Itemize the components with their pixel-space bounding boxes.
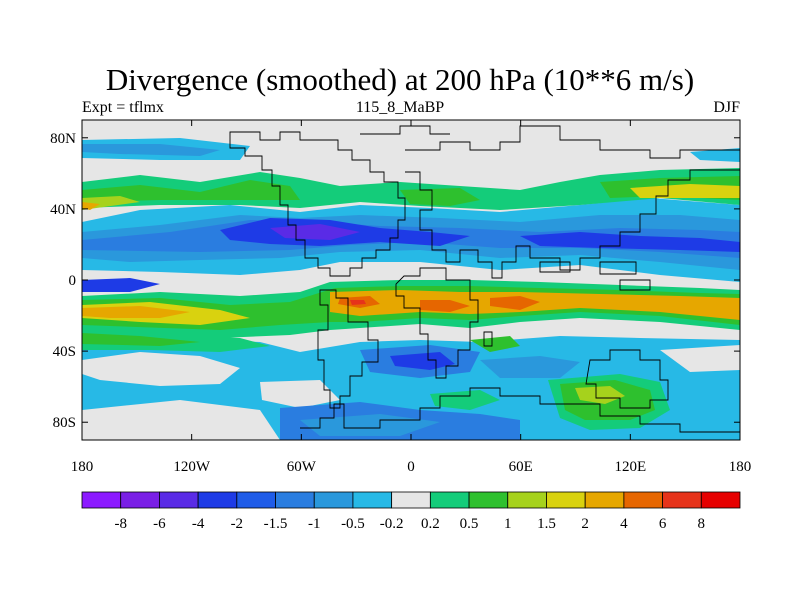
- divergence-region: [390, 352, 455, 370]
- colorbar-label: -0.2: [380, 516, 404, 532]
- colorbar-label: 1: [504, 516, 512, 532]
- divergence-region: [480, 356, 580, 378]
- divergence-region: [575, 386, 625, 404]
- colorbar-label: -8: [114, 516, 127, 532]
- y-tick-label: 40N: [50, 202, 76, 218]
- x-tick-label: 60E: [509, 459, 533, 475]
- x-tick-label: 180: [71, 459, 94, 475]
- x-tick-label: 120W: [173, 459, 211, 475]
- colorbar-label: 4: [620, 516, 628, 532]
- divergence-region: [82, 352, 240, 386]
- colorbar-label: 0.2: [421, 516, 440, 532]
- colorbar-label: 2: [581, 516, 589, 532]
- colorbar-swatch: [120, 491, 160, 509]
- divergence-region: [630, 184, 740, 198]
- colorbar-swatch: [159, 491, 199, 509]
- divergence-region: [690, 148, 740, 162]
- colorbar-label: -6: [153, 516, 166, 532]
- divergence-region: [470, 336, 520, 352]
- colorbar-swatch: [662, 491, 702, 509]
- divergence-region: [350, 300, 366, 305]
- coastline-south-america: [317, 289, 379, 409]
- colorbar-swatch: [546, 491, 586, 509]
- divergence-region: [82, 180, 300, 202]
- colorbar-swatch: [313, 491, 354, 509]
- divergence-region: [430, 390, 500, 410]
- divergence-region: [400, 188, 480, 206]
- divergence-region: [82, 202, 100, 210]
- colorbar-label: -4: [192, 516, 205, 532]
- colorbar-label: -1.5: [264, 516, 288, 532]
- x-tick-label: 0: [407, 459, 415, 475]
- colorbar-label: 8: [698, 516, 706, 532]
- map-plot-area: [82, 120, 740, 440]
- divergence-region: [270, 224, 360, 240]
- coastlines: [229, 125, 740, 433]
- y-tick-label: 40S: [53, 344, 76, 360]
- divergence-region: [660, 345, 740, 372]
- colorbar-swatch: [236, 491, 276, 509]
- divergence-region: [82, 333, 200, 346]
- divergence-region: [330, 290, 740, 320]
- colorbar-label: 6: [659, 516, 667, 532]
- experiment-label: Expt = tflmx: [82, 99, 164, 116]
- colorbar-swatch: [584, 491, 625, 509]
- divergence-region: [490, 296, 540, 310]
- divergence-region: [300, 414, 440, 436]
- coastline-madagascar: [483, 331, 493, 347]
- divergence-region: [260, 380, 340, 408]
- colorbar-swatch: [468, 491, 509, 509]
- divergence-fields: [82, 138, 740, 440]
- season-label: DJF: [713, 99, 740, 116]
- divergence-region: [82, 144, 220, 156]
- colorbar-label: 0.5: [460, 516, 479, 532]
- y-tick-label: 80S: [53, 415, 76, 431]
- coastline-north-america: [229, 131, 406, 277]
- y-tick-label: 0: [69, 273, 77, 289]
- coastline-australia: [585, 349, 669, 409]
- colorbar-swatch: [275, 491, 315, 509]
- colorbar-swatch: [391, 491, 431, 509]
- divergence-region: [420, 300, 470, 312]
- colorbar-label: -1: [308, 516, 321, 532]
- colorbar-swatch: [352, 491, 393, 509]
- colorbar-label: -0.5: [341, 516, 365, 532]
- colorbar-swatch: [197, 491, 238, 509]
- divergence-region: [82, 196, 140, 210]
- x-tick-label: 180: [729, 459, 752, 475]
- coastline-north-atlantic: [360, 125, 450, 135]
- coastline-antarctica: [300, 387, 740, 433]
- axis-ticks: 180 120W 60W 0 60E 120E 180 80N 40N 0 40S 80S: [50, 120, 751, 475]
- coastline-maritime: [539, 261, 651, 291]
- plot-title: Divergence (smoothed) at 200 hPa (10**6 …: [105, 62, 695, 97]
- colorbar-label: 1.5: [537, 516, 556, 532]
- divergence-region: [82, 400, 280, 440]
- divergence-region: [82, 306, 190, 318]
- colorbar-swatch: [700, 491, 741, 509]
- coastline-africa: [395, 267, 479, 379]
- divergence-region: [82, 278, 160, 292]
- colorbar: -8 -6 -4 -2 -1.5 -1 -0.5 -0.2 0.2 0.5 1 1.5 2 4 6 8: [81, 491, 741, 532]
- colorbar-swatch: [623, 491, 663, 509]
- x-tick-label: 60W: [287, 459, 317, 475]
- colorbar-label: -2: [231, 516, 244, 532]
- case-label: 115_8_MaBP: [355, 99, 445, 116]
- divergence-region: [520, 232, 740, 252]
- x-tick-label: 120E: [614, 459, 646, 475]
- colorbar-swatch: [81, 491, 122, 509]
- colorbar-swatch: [507, 491, 547, 509]
- colorbar-swatch: [429, 491, 470, 509]
- y-tick-label: 80N: [50, 131, 76, 147]
- coastline-eurasia: [405, 125, 740, 279]
